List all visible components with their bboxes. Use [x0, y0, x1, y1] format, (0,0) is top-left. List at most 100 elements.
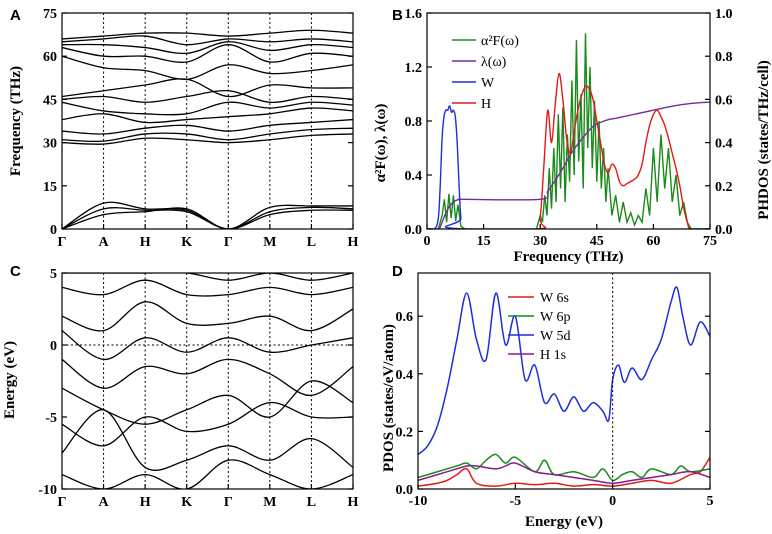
band-b12	[62, 44, 353, 63]
y-left-tick-label: 0.4	[405, 169, 423, 184]
band-e7	[62, 301, 353, 332]
band-b15	[62, 29, 353, 40]
y-right-axis-title: PHDOS (states/THz/cell)	[756, 60, 772, 220]
k-point-label: H	[348, 235, 359, 250]
band-b11	[62, 55, 353, 80]
y-tick-label: 45	[43, 93, 57, 108]
y-right-tick-label: 0.0	[715, 223, 733, 238]
y-axis-title: Frequency (THz)	[8, 66, 24, 176]
band-e4	[62, 380, 353, 425]
band-b14	[62, 35, 353, 46]
panel-label-D: D	[392, 263, 403, 280]
y-right-tick-label: 0.2	[715, 180, 733, 195]
band-b7	[62, 107, 353, 124]
y-right-tick-label: 0.6	[715, 93, 733, 108]
x-tick-label: 45	[590, 234, 604, 249]
band-e2	[62, 409, 353, 471]
plot-frame	[61, 272, 354, 490]
y-tick-label: 75	[43, 7, 57, 22]
series-W	[427, 105, 710, 229]
k-point-label: M	[263, 495, 276, 510]
x-tick-label: -10	[409, 494, 428, 509]
k-point-label: K	[181, 495, 192, 510]
y-tick-label: 0.0	[396, 483, 414, 498]
band-b9	[62, 90, 353, 103]
k-point-label: M	[263, 235, 276, 250]
curves-B	[427, 33, 710, 229]
y-tick-label: 0.2	[396, 425, 414, 440]
k-point-label: L	[307, 495, 316, 510]
y-right-tick-label: 0.8	[715, 50, 733, 65]
band-e8	[62, 279, 353, 297]
k-point-label: Γ	[58, 495, 67, 510]
y-right-tick-label: 0.4	[715, 137, 733, 152]
plot-frame	[426, 12, 711, 230]
y-right-tick-label: 1.0	[715, 7, 733, 22]
x-tick-label: 15	[477, 234, 491, 249]
y-left-tick-label: 0.0	[405, 223, 423, 238]
band-b4	[62, 133, 353, 145]
y-tick-label: 0	[50, 223, 57, 238]
y-tick-label: -10	[38, 483, 57, 498]
series-W 6s	[418, 456, 710, 487]
y-left-tick-label: 1.2	[405, 61, 423, 76]
panel-label-A: A	[10, 7, 21, 24]
y-left-tick-label: 0.8	[405, 115, 423, 130]
k-point-label: Γ	[224, 235, 233, 250]
y-tick-label: 15	[43, 180, 57, 195]
series-H	[427, 72, 710, 229]
y-tick-label: 60	[43, 50, 57, 65]
legend-label: W 6p	[540, 310, 570, 325]
band-e9	[62, 273, 353, 281]
curves-D	[418, 286, 710, 487]
legend-label: α²F(ω)	[481, 34, 519, 49]
band-b3	[62, 204, 353, 229]
y-left-tick-label: 1.6	[405, 7, 423, 22]
y-left-axis-title: α²F(ω), λ(ω)	[373, 104, 389, 183]
x-tick-label: -5	[509, 494, 521, 509]
y-axis-title: PDOS (states/eV/atom)	[381, 324, 397, 472]
x-tick-label: 75	[703, 234, 717, 249]
series-λ(ω)	[427, 101, 710, 229]
legend-label: W 5d	[540, 329, 570, 344]
band-b2	[62, 207, 353, 229]
y-tick-label: 0.6	[396, 310, 414, 325]
k-point-label: H	[140, 235, 151, 250]
k-point-label: H	[140, 495, 151, 510]
k-point-label: A	[99, 235, 110, 250]
k-point-label: Γ	[224, 495, 233, 510]
band-b6	[62, 118, 353, 135]
series-α²F(ω)	[427, 33, 710, 229]
y-tick-label: 5	[50, 267, 57, 282]
plot-frame	[417, 272, 711, 490]
k-point-label: K	[181, 235, 192, 250]
legend-label: W 6s	[540, 291, 569, 306]
k-point-label: A	[99, 495, 110, 510]
y-axis-title: Energy (eV)	[2, 341, 18, 419]
band-b8	[62, 101, 353, 116]
band-lines-A	[62, 29, 353, 229]
y-tick-label: -5	[45, 411, 57, 426]
band-b5	[62, 127, 353, 143]
legend-label: H	[481, 97, 491, 112]
legend-label: W	[481, 76, 495, 91]
band-e3	[62, 401, 353, 447]
band-e1	[62, 459, 353, 489]
series-W 6p	[418, 453, 710, 482]
k-point-label: L	[307, 235, 316, 250]
band-b10	[62, 78, 353, 98]
y-tick-label: 0	[50, 339, 57, 354]
x-tick-label: 30	[533, 234, 547, 249]
plot-frame	[61, 12, 354, 230]
x-axis-title: Energy (eV)	[525, 514, 603, 530]
band-lines-C	[62, 273, 353, 489]
series-W 5d	[418, 286, 710, 456]
k-point-label: H	[348, 495, 359, 510]
x-tick-label: 5	[707, 494, 714, 509]
x-tick-label: 0	[609, 494, 616, 509]
series-H 1s	[418, 462, 710, 484]
k-point-label: Γ	[58, 235, 67, 250]
legend-label: λ(ω)	[481, 55, 507, 70]
legend-label: H 1s	[540, 348, 566, 363]
